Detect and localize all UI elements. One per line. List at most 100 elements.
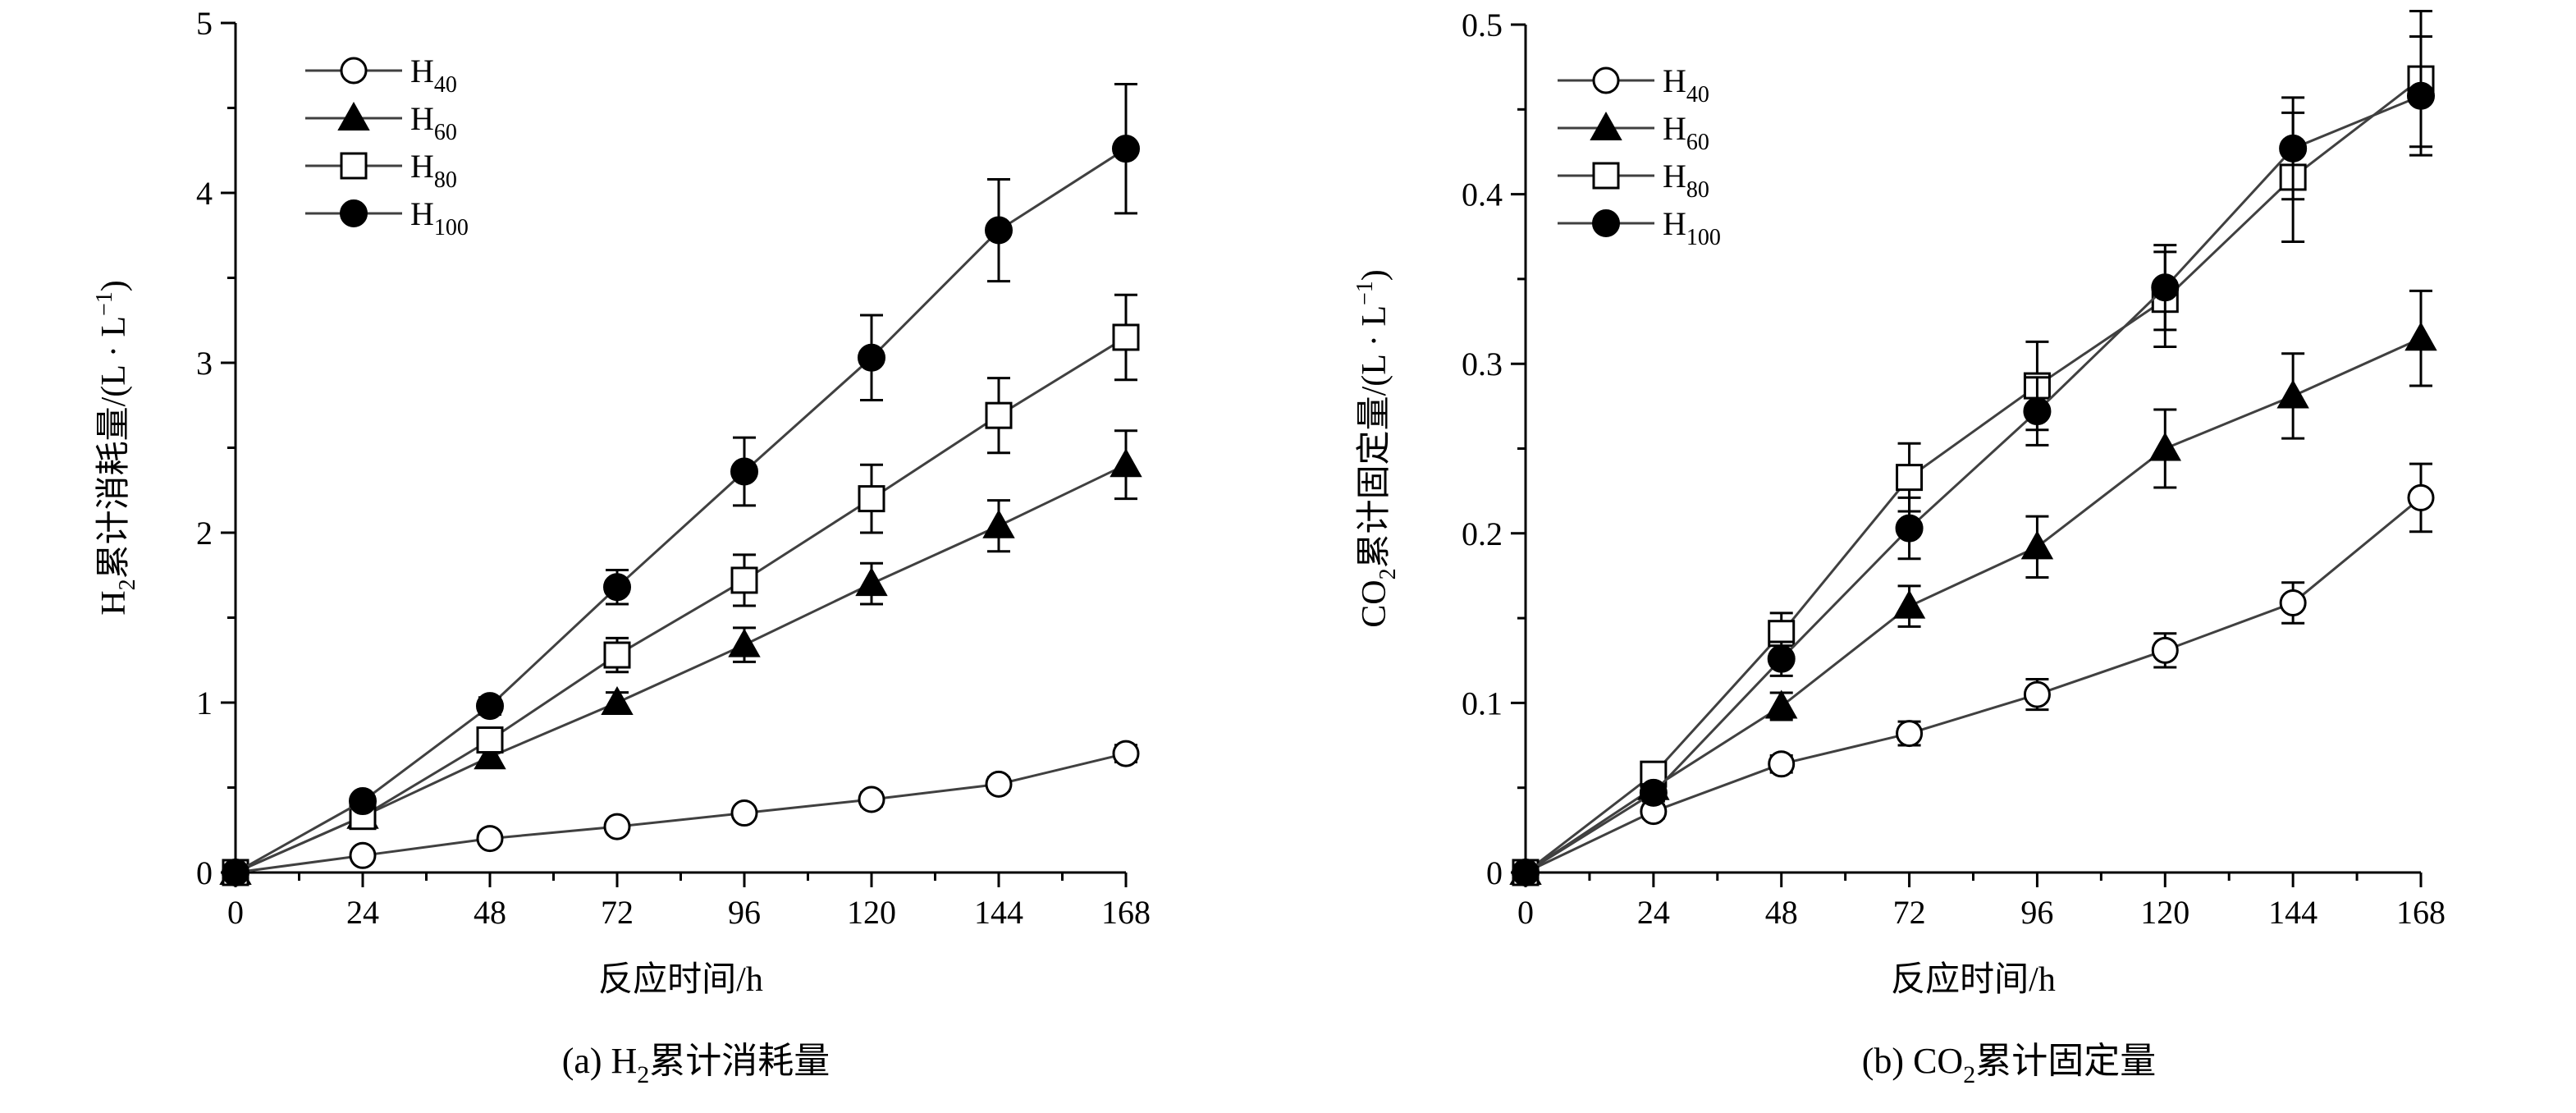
text-span: 60	[434, 120, 457, 145]
y-tick-label: 0.4	[1462, 176, 1503, 213]
data-point	[858, 485, 885, 513]
y-tick-label: 1	[196, 685, 213, 721]
data-point	[1896, 720, 1924, 748]
legend-label: H100	[410, 195, 469, 240]
legend-item-40: H40	[1558, 62, 1709, 108]
y-tick-label: 0.1	[1462, 685, 1503, 721]
text-span: 80	[1686, 177, 1709, 203]
text-span: 80	[434, 167, 457, 193]
chart-panel-b: 0 0.1 0.2 0.3 0.4 0.5 0 24 48 72 96 120 144 168 反应时间/h…	[1352, 7, 2446, 1088]
data-point	[1768, 750, 1796, 778]
legend-item-80: H80	[1558, 158, 1709, 203]
text-span: H	[410, 195, 434, 232]
y-tick-label: 3	[196, 345, 213, 382]
text-span: H	[95, 590, 133, 615]
x-tick-label: 120	[847, 894, 896, 931]
data-point	[1512, 859, 1540, 886]
y-axis-label: H2累计消耗量/(L · L−1)	[92, 280, 140, 616]
x-tick-label: 48	[474, 894, 506, 931]
text-span: )	[1356, 269, 1393, 281]
legend-item-100: H100	[305, 195, 469, 240]
data-point	[603, 573, 631, 602]
text-span: H	[1663, 110, 1686, 147]
data-point	[2276, 379, 2309, 409]
data-point	[474, 740, 506, 770]
data-point	[2151, 636, 2179, 664]
data-point	[1767, 644, 1796, 673]
data-point	[476, 692, 504, 721]
text-span: −1	[92, 291, 117, 316]
series-line	[235, 463, 1127, 874]
data-point	[855, 567, 888, 597]
data-point	[858, 786, 885, 813]
data-point	[476, 726, 504, 754]
text-span: H	[410, 100, 434, 137]
text-span: 2	[637, 1061, 649, 1088]
legend-label: H80	[410, 148, 457, 193]
x-tick-label: 96	[2020, 894, 2053, 931]
data-point	[2407, 483, 2435, 511]
text-span: (b) CO	[1862, 1041, 1963, 1081]
data-point	[730, 457, 758, 486]
series-100	[1512, 34, 2435, 886]
legend-label: H60	[1663, 110, 1709, 155]
data-point	[2279, 589, 2307, 617]
x-tick-label: 0	[1517, 894, 1534, 931]
legend-marker	[340, 57, 368, 85]
x-tick-label: 144	[974, 894, 1023, 931]
series-line	[1525, 337, 2422, 874]
text-span: 累计固定量/(L · L	[1355, 305, 1393, 568]
data-point	[2151, 273, 2180, 302]
y-tick-label: 4	[196, 175, 213, 212]
text-span: CO	[1356, 579, 1393, 627]
data-point	[2279, 134, 2308, 163]
text-span: 2	[115, 579, 140, 590]
series-line	[1525, 77, 2422, 874]
x-tick-label: 168	[2396, 894, 2446, 931]
data-point	[603, 813, 631, 840]
y-tick-label: 2	[196, 515, 213, 552]
data-point	[476, 825, 504, 853]
series-line	[235, 336, 1127, 874]
text-span: (a) H	[562, 1041, 638, 1081]
text-span: 累计固定量	[1975, 1041, 2156, 1081]
series-line	[1525, 94, 2422, 874]
x-tick-label: 120	[2140, 894, 2189, 931]
data-point	[982, 509, 1015, 538]
data-point	[730, 799, 758, 827]
text-span: H	[410, 53, 434, 89]
data-point	[985, 401, 1013, 429]
data-point	[2404, 322, 2437, 351]
text-span: 累计消耗量	[649, 1041, 830, 1081]
y-axis-label: CO2累计固定量/(L · L−1)	[1352, 269, 1401, 628]
text-span: 100	[434, 215, 469, 240]
text-span: 60	[1686, 130, 1709, 155]
data-point	[2020, 530, 2054, 560]
text-span: H	[410, 148, 434, 185]
text-span: H	[1663, 205, 1686, 242]
data-point	[1896, 464, 1924, 492]
data-point	[2407, 81, 2435, 110]
text-span: 100	[1686, 225, 1721, 250]
x-tick-label: 0	[227, 894, 244, 931]
legend-marker	[337, 101, 370, 131]
data-point	[985, 216, 1013, 245]
legend-marker	[1590, 111, 1622, 140]
text-span: 2	[1375, 568, 1401, 579]
text-span: 40	[434, 72, 457, 98]
x-tick-label: 144	[2268, 894, 2317, 931]
data-point	[1892, 589, 1926, 619]
x-tick-label: 24	[1637, 894, 1670, 931]
text-span: )	[95, 280, 133, 291]
y-tick-label: 5	[196, 5, 213, 42]
x-tick-label: 24	[346, 894, 379, 931]
x-axis-label: 反应时间/h	[1891, 960, 2056, 999]
data-point	[349, 841, 377, 869]
legend-marker	[1592, 209, 1620, 237]
panel-caption: (b) CO2累计固定量	[1862, 1041, 2156, 1088]
data-point	[858, 343, 885, 372]
x-tick-label: 48	[1765, 894, 1798, 931]
legend-label: H80	[1663, 158, 1709, 203]
data-point	[603, 641, 631, 669]
